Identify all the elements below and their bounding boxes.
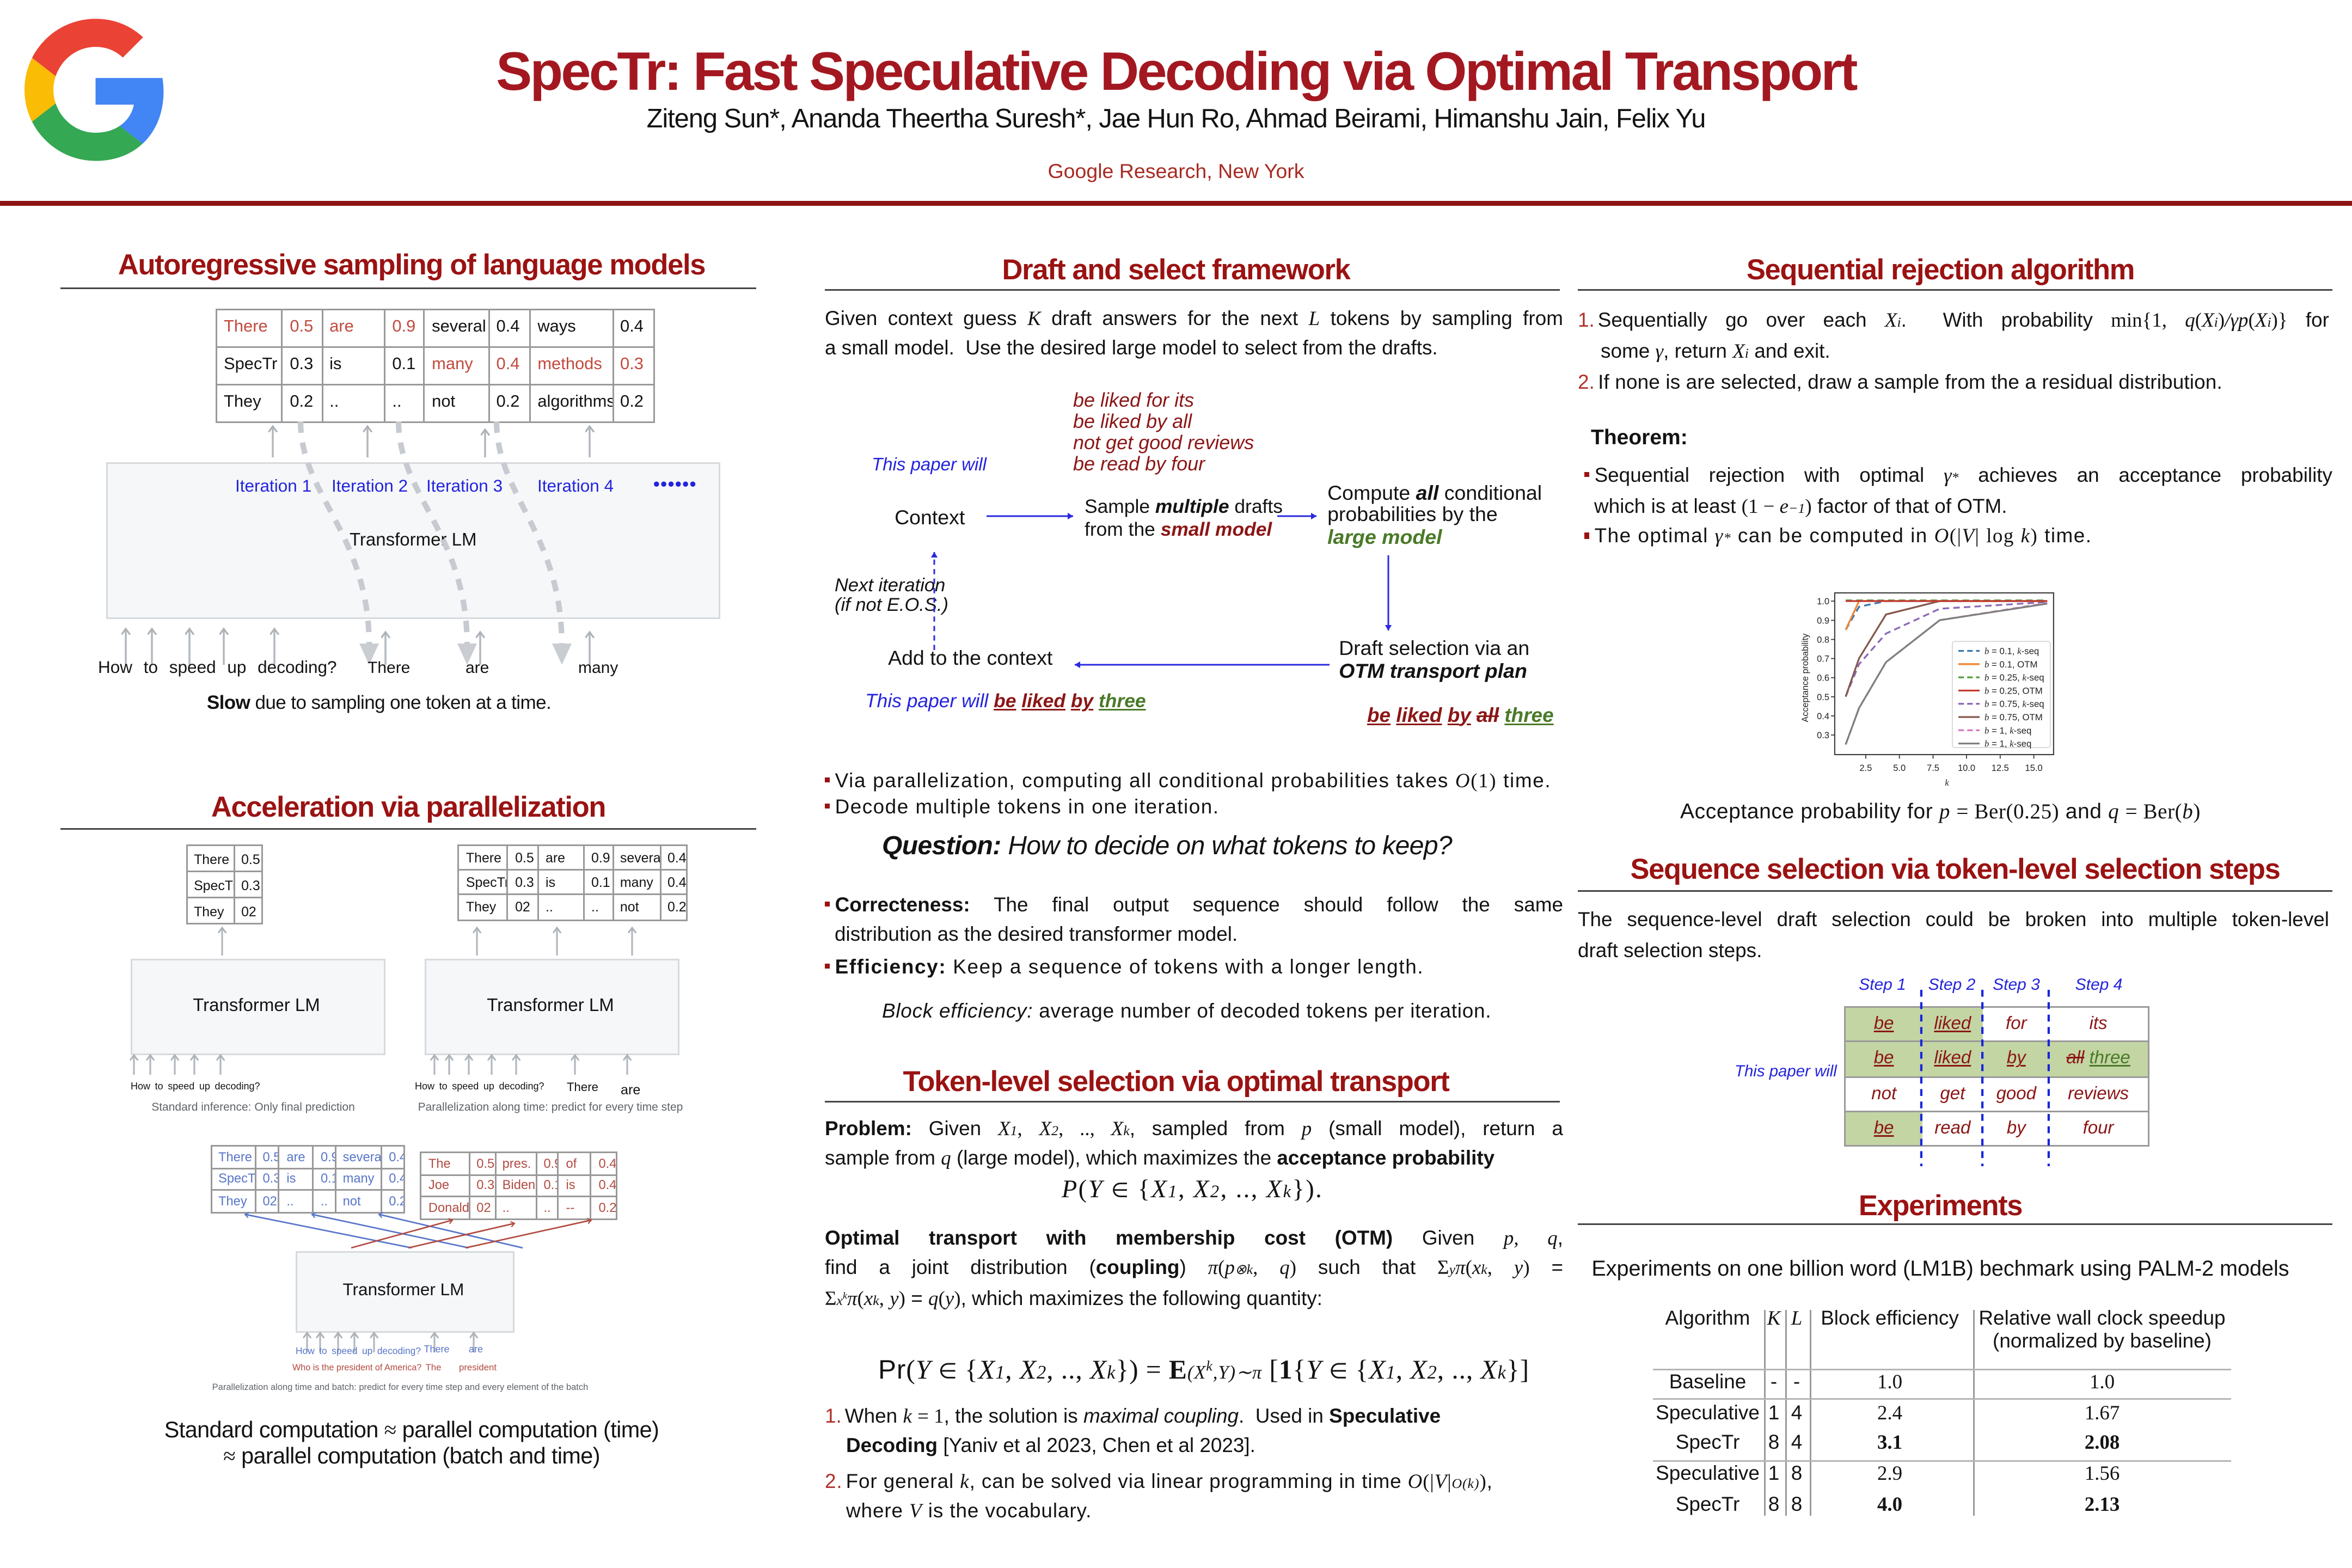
svg-text:15.0: 15.0 [2025,763,2043,773]
svg-text:b = 1, k-seq: b = 1, k-seq [1984,725,2031,736]
svg-text:b = 0.25, OTM: b = 0.25, OTM [1984,685,2043,696]
svg-text:0.7: 0.7 [1817,654,1829,664]
svg-text:2.5: 2.5 [1859,763,1872,773]
svg-text:0.8: 0.8 [1817,635,1829,645]
svg-text:k: k [1945,777,1949,788]
svg-text:0.4: 0.4 [1817,712,1829,721]
svg-text:Acceptance probability: Acceptance probability [1800,633,1810,722]
svg-text:0.5: 0.5 [1817,693,1829,702]
svg-text:b = 0.75, OTM: b = 0.75, OTM [1984,712,2043,722]
svg-text:b = 0.1, k-seq: b = 0.1, k-seq [1984,646,2039,657]
svg-text:0.3: 0.3 [1817,731,1829,740]
svg-text:b = 0.1, OTM: b = 0.1, OTM [1984,659,2037,670]
svg-text:5.0: 5.0 [1893,763,1906,773]
svg-text:12.5: 12.5 [1992,763,2009,773]
svg-text:b = 1, k-seq: b = 1, k-seq [1984,739,2031,749]
svg-text:10.0: 10.0 [1958,763,1975,773]
svg-text:b = 0.25, k-seq: b = 0.25, k-seq [1984,672,2044,683]
svg-text:1.0: 1.0 [1817,597,1829,607]
svg-text:7.5: 7.5 [1927,763,1939,773]
svg-text:b = 0.75, k-seq: b = 0.75, k-seq [1984,699,2044,709]
svg-text:0.9: 0.9 [1817,616,1829,626]
svg-text:0.6: 0.6 [1817,673,1829,683]
